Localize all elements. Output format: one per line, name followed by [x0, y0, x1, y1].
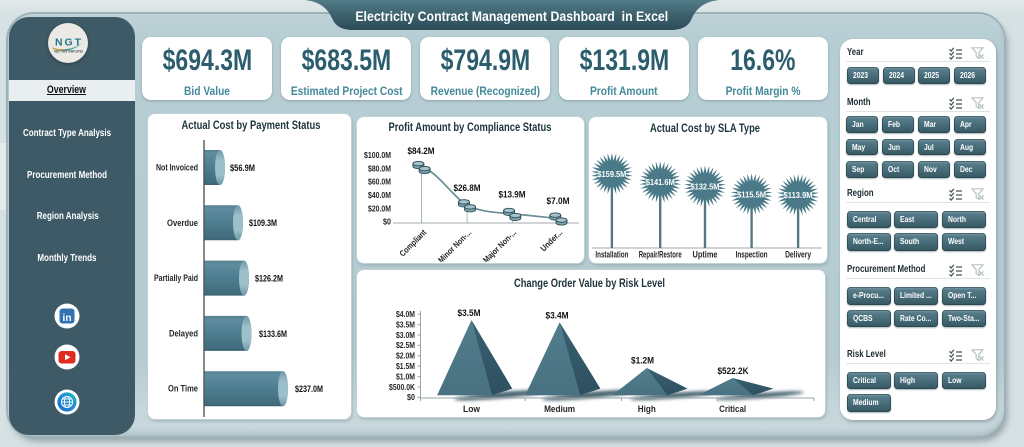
svg-text:$1.5M: $1.5M [396, 361, 415, 371]
svg-text:Partially Paid: Partially Paid [154, 273, 198, 283]
svg-text:Actual Cost by SLA Type: Actual Cost by SLA Type [650, 123, 760, 135]
svg-text:NEXT GEN TEMPLATES: NEXT GEN TEMPLATES [54, 49, 83, 53]
svg-text:Change Order Value by Risk Lev: Change Order Value by Risk Level [514, 278, 665, 290]
svg-text:$159.5M: $159.5M [597, 169, 626, 179]
svg-text:$40.0M: $40.0M [368, 190, 391, 200]
svg-text:On Time: On Time [168, 384, 198, 394]
svg-text:Delayed: Delayed [169, 328, 198, 338]
svg-text:Under...: Under... [538, 227, 564, 253]
svg-text:$60.0M: $60.0M [368, 177, 391, 187]
svg-text:Profit Amount by Compliance St: Profit Amount by Compliance Status [389, 122, 552, 134]
svg-text:$84.2M: $84.2M [408, 146, 435, 157]
svg-text:$133.6M: $133.6M [259, 329, 287, 340]
svg-text:Actual Cost by Payment Status: Actual Cost by Payment Status [182, 120, 321, 132]
svg-text:Medium: Medium [544, 404, 575, 415]
svg-text:$113.9M: $113.9M [784, 190, 813, 200]
svg-text:$500.0K: $500.0K [389, 382, 416, 392]
svg-text:$3.4M: $3.4M [546, 311, 569, 322]
svg-text:Low: Low [463, 404, 481, 415]
svg-text:$7.0M: $7.0M [547, 196, 570, 207]
svg-text:High: High [638, 404, 656, 415]
svg-text:$141.6M: $141.6M [646, 177, 675, 187]
svg-text:$109.3M: $109.3M [249, 218, 277, 229]
svg-text:Major Non-...: Major Non-... [481, 227, 518, 262]
svg-text:$1.2M: $1.2M [631, 356, 654, 367]
svg-text:$126.2M: $126.2M [255, 274, 283, 285]
svg-text:Inspection: Inspection [736, 250, 768, 260]
svg-text:$237.0M: $237.0M [295, 384, 323, 395]
svg-text:Overdue: Overdue [167, 218, 198, 228]
svg-text:$20.0M: $20.0M [368, 203, 391, 213]
svg-text:$13.9M: $13.9M [499, 190, 526, 201]
svg-text:Minor Non-...: Minor Non-... [436, 227, 473, 262]
svg-text:Critical: Critical [719, 404, 746, 415]
svg-text:$4.0M: $4.0M [396, 309, 415, 319]
svg-text:$2.5M: $2.5M [396, 340, 415, 350]
svg-text:Uptime: Uptime [693, 250, 718, 260]
svg-text:Not Invoiced: Not Invoiced [156, 163, 198, 173]
svg-text:$132.5M: $132.5M [691, 181, 720, 191]
svg-text:$522.2K: $522.2K [718, 366, 749, 377]
svg-text:$3.5M: $3.5M [458, 308, 481, 319]
svg-text:$3.5M: $3.5M [396, 319, 415, 329]
svg-text:$0: $0 [407, 392, 415, 402]
svg-text:$1.0M: $1.0M [396, 371, 415, 381]
svg-text:in: in [63, 313, 72, 324]
svg-text:NGT: NGT [55, 36, 83, 48]
svg-text:$115.5M: $115.5M [737, 189, 766, 199]
svg-text:$80.0M: $80.0M [368, 163, 391, 173]
svg-text:$2.0M: $2.0M [396, 351, 415, 361]
svg-text:Installation: Installation [595, 250, 628, 260]
svg-text:$0: $0 [383, 217, 391, 227]
svg-text:Compliant: Compliant [397, 227, 428, 258]
svg-text:$56.9M: $56.9M [230, 163, 255, 174]
svg-text:$26.8M: $26.8M [454, 183, 481, 194]
svg-text:Delivery: Delivery [785, 250, 811, 260]
svg-text:$100.0M: $100.0M [364, 150, 391, 160]
svg-text:$3.0M: $3.0M [396, 330, 415, 340]
svg-text:Repair/Restore: Repair/Restore [639, 250, 682, 260]
